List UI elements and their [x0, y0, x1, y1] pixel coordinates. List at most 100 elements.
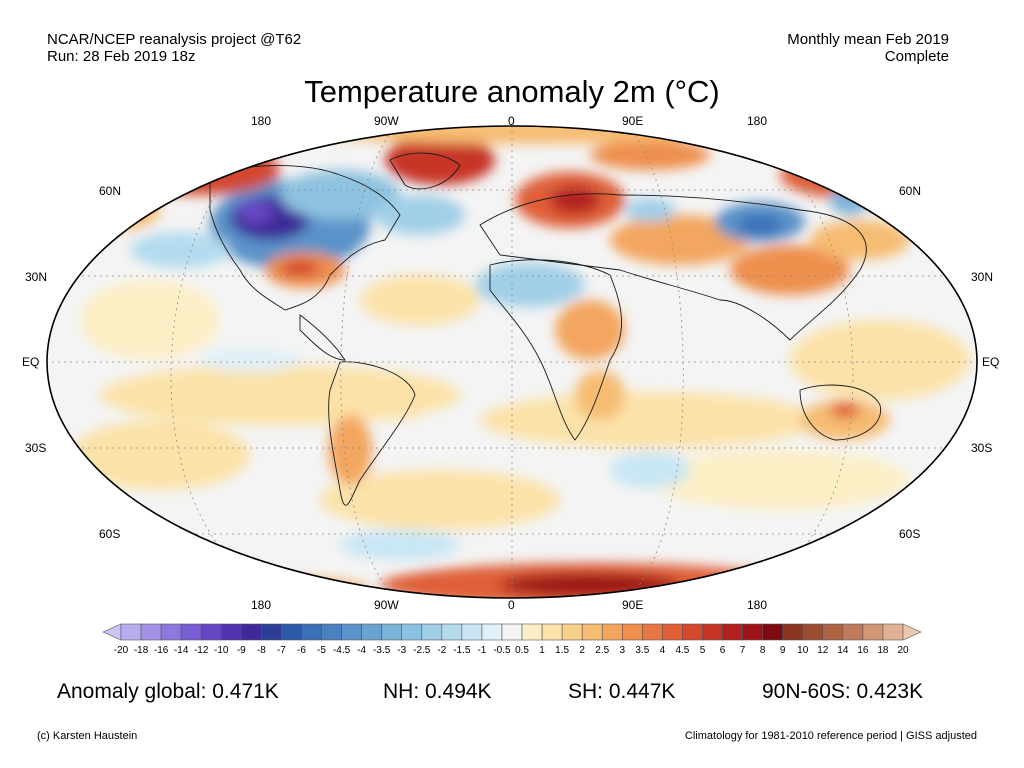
colorbar-swatch	[461, 623, 483, 641]
footer-credit: (c) Karsten Haustein	[37, 730, 138, 742]
colorbar-swatch	[441, 623, 463, 641]
colorbar-tick-label: 12	[817, 645, 829, 656]
stat-sh: SH: 0.447K	[568, 680, 676, 703]
lon-label-bottom: 180	[251, 598, 272, 612]
colorbar-tick-label: -10	[214, 645, 229, 656]
colorbar-swatch	[882, 623, 904, 641]
colorbar-tick-label: 10	[797, 645, 809, 656]
map-title: Temperature anomaly 2m (°C)	[304, 74, 720, 109]
colorbar-swatch	[401, 623, 423, 641]
colorbar-tick-label: -6	[297, 645, 306, 656]
colorbar-swatch	[581, 623, 603, 641]
colorbar-swatch	[341, 623, 362, 641]
colorbar-tick-label: -14	[174, 645, 189, 656]
colorbar-swatch	[261, 623, 282, 641]
colorbar-tick-label: 1.5	[555, 645, 569, 656]
colorbar-tick-label: -4.5	[333, 645, 351, 656]
colorbar-swatch	[862, 623, 884, 641]
colorbar-tick-label: -2.5	[413, 645, 431, 656]
colorbar-swatch	[822, 623, 844, 641]
colorbar-swatch	[702, 623, 723, 641]
colorbar-tick-label: -8	[257, 645, 266, 656]
colorbar-swatch	[301, 623, 322, 641]
lat-label-left: 60N	[99, 184, 122, 198]
colorbar-arrow-high	[902, 623, 922, 641]
stat-global: Anomaly global: 0.471K	[57, 680, 279, 703]
colorbar-tick-label: 3.5	[635, 645, 649, 656]
lat-label-right: 30S	[971, 441, 993, 455]
colorbar-swatch	[501, 623, 523, 641]
colorbar-swatch	[621, 623, 643, 641]
colorbar-swatch	[762, 623, 783, 641]
colorbar-tick-label: -18	[134, 645, 149, 656]
colorbar-tick-label: 16	[857, 645, 869, 656]
colorbar-swatch	[521, 623, 543, 641]
colorbar-tick-label: 7	[740, 645, 746, 656]
colorbar-tick-label: 0.5	[515, 645, 529, 656]
colorbar-swatch	[241, 623, 262, 641]
colorbar-tick-label: -20	[114, 645, 129, 656]
colorbar-tick-label: -0.5	[493, 645, 511, 656]
colorbar-tick-label: -1.5	[453, 645, 471, 656]
colorbar-tick-label: 9	[780, 645, 786, 656]
colorbar-tick-label: 6	[720, 645, 726, 656]
colorbar-tick-label: -2	[437, 645, 446, 656]
lat-label-left: 60S	[99, 527, 121, 541]
colorbar-swatch	[281, 623, 302, 641]
lon-label-top: 180	[747, 114, 768, 128]
lon-label-bottom: 90W	[374, 598, 399, 612]
colorbar: -20 -18 -16 -14 -12 -10 -9 -8 -7 -6 -5 -4.5 -4 -3.5 -3…	[102, 623, 922, 656]
colorbar-tick-label: 5	[700, 645, 706, 656]
colorbar-swatch	[220, 623, 242, 641]
colorbar-swatch	[802, 623, 824, 641]
colorbar-tick-label: -16	[154, 645, 169, 656]
colorbar-swatch	[842, 623, 864, 641]
colorbar-swatch	[120, 623, 142, 641]
colorbar-swatch	[200, 623, 222, 641]
map-field	[47, 126, 977, 598]
colorbar-swatch	[481, 623, 503, 641]
colorbar-swatch	[140, 623, 162, 641]
colorbar-tick-label: 4.5	[675, 645, 689, 656]
colorbar-tick-label: 20	[897, 645, 909, 656]
lon-label-top: 180	[251, 114, 272, 128]
lat-label-left: 30S	[25, 441, 47, 455]
lat-label-left: 30N	[25, 270, 48, 284]
colorbar-tick-label: -3	[397, 645, 406, 656]
lat-label-right: EQ	[982, 355, 1000, 369]
colorbar-swatch	[742, 623, 763, 641]
stat-nh: NH: 0.494K	[383, 680, 492, 703]
colorbar-tick-label: -7	[277, 645, 286, 656]
colorbar-swatch	[160, 623, 182, 641]
colorbar-swatch	[782, 623, 804, 641]
colorbar-tick-label: 18	[877, 645, 889, 656]
colorbar-swatch	[642, 623, 663, 641]
colorbar-tick-label: -12	[194, 645, 209, 656]
lat-label-right: 30N	[971, 270, 994, 284]
colorbar-tick-label: -4	[357, 645, 366, 656]
lat-label-right: 60S	[899, 527, 921, 541]
colorbar-swatch	[321, 623, 342, 641]
colorbar-swatch	[561, 623, 583, 641]
lon-label-top: 90W	[374, 114, 399, 128]
colorbar-tick-label: -5	[317, 645, 326, 656]
colorbar-swatch	[381, 623, 403, 641]
lon-label-bottom: 90E	[622, 598, 644, 612]
header-period: Monthly mean Feb 2019	[787, 31, 949, 48]
colorbar-tick-label: 2	[579, 645, 585, 656]
coastlines	[209, 152, 882, 506]
colorbar-swatch	[361, 623, 382, 641]
header-run-info: Run: 28 Feb 2019 18z	[47, 48, 196, 65]
header-status: Complete	[884, 48, 949, 65]
colorbar-tick-label: 14	[837, 645, 849, 656]
stat-arctic: 90N-60S: 0.423K	[762, 680, 924, 703]
footer-note: Climatology for 1981-2010 reference peri…	[684, 730, 977, 742]
lon-label-bottom: 180	[747, 598, 768, 612]
colorbar-swatch	[180, 623, 202, 641]
colorbar-tick-label: 1	[539, 645, 545, 656]
lat-label-right: 60N	[899, 184, 922, 198]
colorbar-tick-label: -9	[237, 645, 246, 656]
map-outline	[46, 125, 978, 599]
colorbar-tick-label: -3.5	[373, 645, 391, 656]
